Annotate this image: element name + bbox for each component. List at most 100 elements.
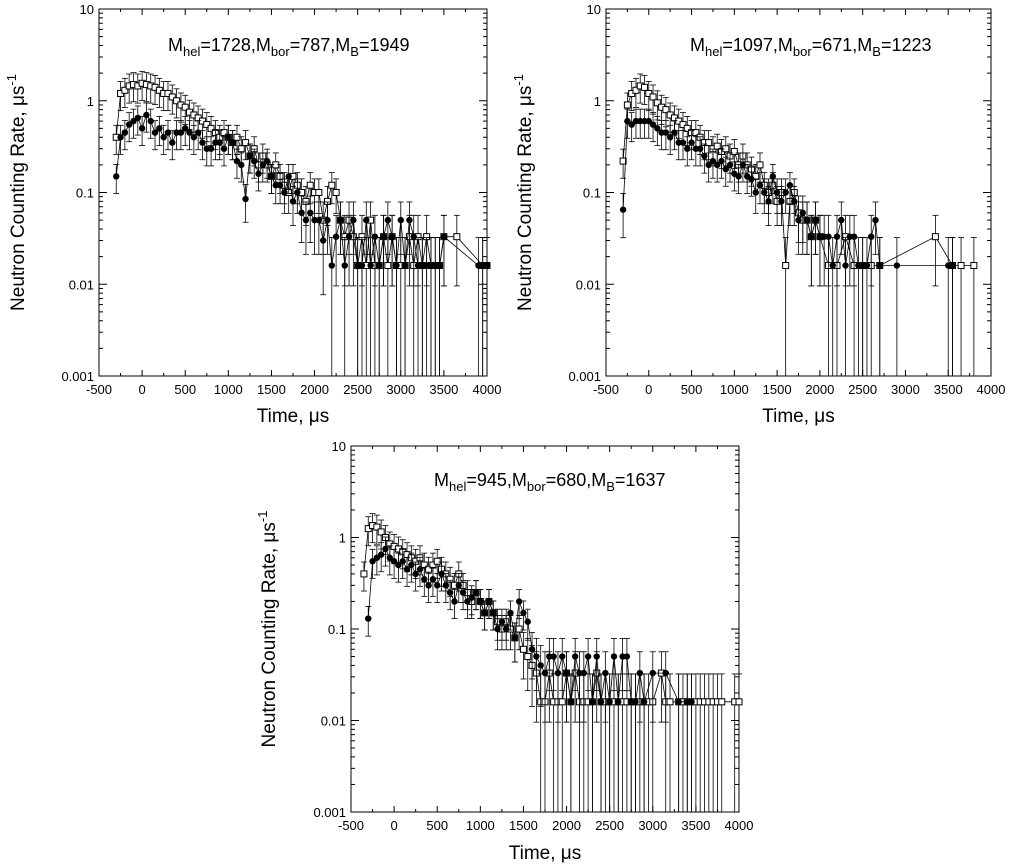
data-point-circle [515,598,523,605]
data-point-circle [390,558,398,565]
data-point-circle [571,653,579,660]
data-point-circle [528,646,536,653]
data-point-circle [684,145,691,152]
annotation-s3: B [606,479,615,494]
data-point-circle [397,216,404,224]
x-tick-label: 500 [174,382,196,397]
data-point-circle [307,209,314,217]
annotation-s1: hel [183,44,200,59]
data-point-circle [190,134,198,141]
y-axis-label-sup: -1 [4,74,19,86]
data-point-circle [233,157,241,165]
y-axis-label-sup: -1 [511,74,526,86]
data-point-circle [177,129,185,136]
series-open-square [360,513,743,812]
data-point-circle [597,698,605,706]
data-point-circle [602,669,609,677]
data-point-square [121,86,129,94]
plot-frame [605,8,992,377]
data-point-circle [276,182,284,189]
data-point-circle [640,698,648,706]
y-tick-label: 1 [594,94,601,109]
y-tick-label: 0.001 [61,369,94,384]
data-point-circle [739,161,747,169]
annotation-s2: bor [271,44,290,59]
x-tick-label: 4000 [473,382,502,397]
data-point-square [619,157,627,165]
data-point-square [242,139,250,147]
data-point-circle [490,609,497,617]
y-axis-label-main: Neutron Counting Rate, μs [515,86,536,311]
x-tick-label: 4000 [725,818,754,833]
data-point-circle [350,216,357,224]
x-tick-label: -500 [338,818,364,833]
data-point-circle [722,165,729,173]
data-point-square [558,698,566,706]
data-point-circle [752,189,759,196]
data-point-circle [113,173,120,180]
data-point-circle [654,125,661,132]
data-point-circle [949,262,956,269]
data-point-circle [748,175,755,183]
data-point-square [649,93,657,101]
data-point-circle [440,233,448,240]
y-tick-label: 0.001 [313,805,346,820]
data-point-circle [791,198,798,205]
x-tick-label: 0 [138,382,145,397]
y-axis-label-main: Neutron Counting Rate, μs [259,522,280,747]
y-tick-label: 10 [587,2,601,17]
data-point-square [181,103,189,111]
data-point-circle [649,121,657,128]
data-point-circle [403,566,411,573]
annotation-t2: =1097,M [722,35,793,55]
data-point-circle [554,669,562,677]
data-point-circle [332,233,340,240]
data-point-circle [199,139,206,146]
data-point-circle [537,662,544,669]
data-point-square [168,93,176,101]
x-axis-label: Time, μs [257,406,330,427]
data-point-circle [812,216,819,224]
data-point-square [328,181,336,189]
data-point-square [623,101,631,109]
data-point-circle [786,182,794,189]
data-point-circle [302,216,310,224]
data-point-circle [550,653,557,660]
annotation-t4: =1949 [359,35,410,55]
x-tick-label: 3000 [386,382,415,397]
y-axis-label: Neutron Counting Rate, μs-1 [4,74,29,311]
x-tick-label: 500 [681,382,703,397]
series-filled-circle [365,536,695,812]
data-point-circle [151,129,159,136]
data-point-circle [367,262,374,269]
data-point-circle [446,589,454,596]
annotation-s1: hel [449,479,466,494]
data-point-circle [421,576,428,583]
data-point-square [679,121,687,129]
data-point-circle [298,209,305,217]
y-tick-label: 1 [87,94,94,109]
annotation-t3: =787,M [290,35,351,55]
data-point-circle [289,198,297,205]
data-point-circle [511,634,519,642]
y-tick-label: 0.1 [328,622,346,637]
annotation-s3: B [350,44,359,59]
data-point-circle [393,262,400,269]
annotation-t1: M [168,35,183,55]
data-point-square [692,129,700,137]
data-point-square [970,262,978,270]
data-point-circle [143,111,150,119]
x-tick-label: 2000 [300,382,329,397]
x-tick-label: 3500 [681,818,710,833]
data-point-circle [782,189,789,196]
data-point-circle [619,206,627,213]
data-point-square [705,139,713,147]
x-tick-label: 3000 [891,382,920,397]
data-point-circle [563,669,570,677]
data-point-square [207,124,215,132]
annotation-s2: bor [793,44,812,59]
data-point-circle [833,233,841,240]
x-tick-label: 2500 [595,818,624,833]
series-filled-circle [113,102,491,376]
data-point-circle [679,139,687,146]
